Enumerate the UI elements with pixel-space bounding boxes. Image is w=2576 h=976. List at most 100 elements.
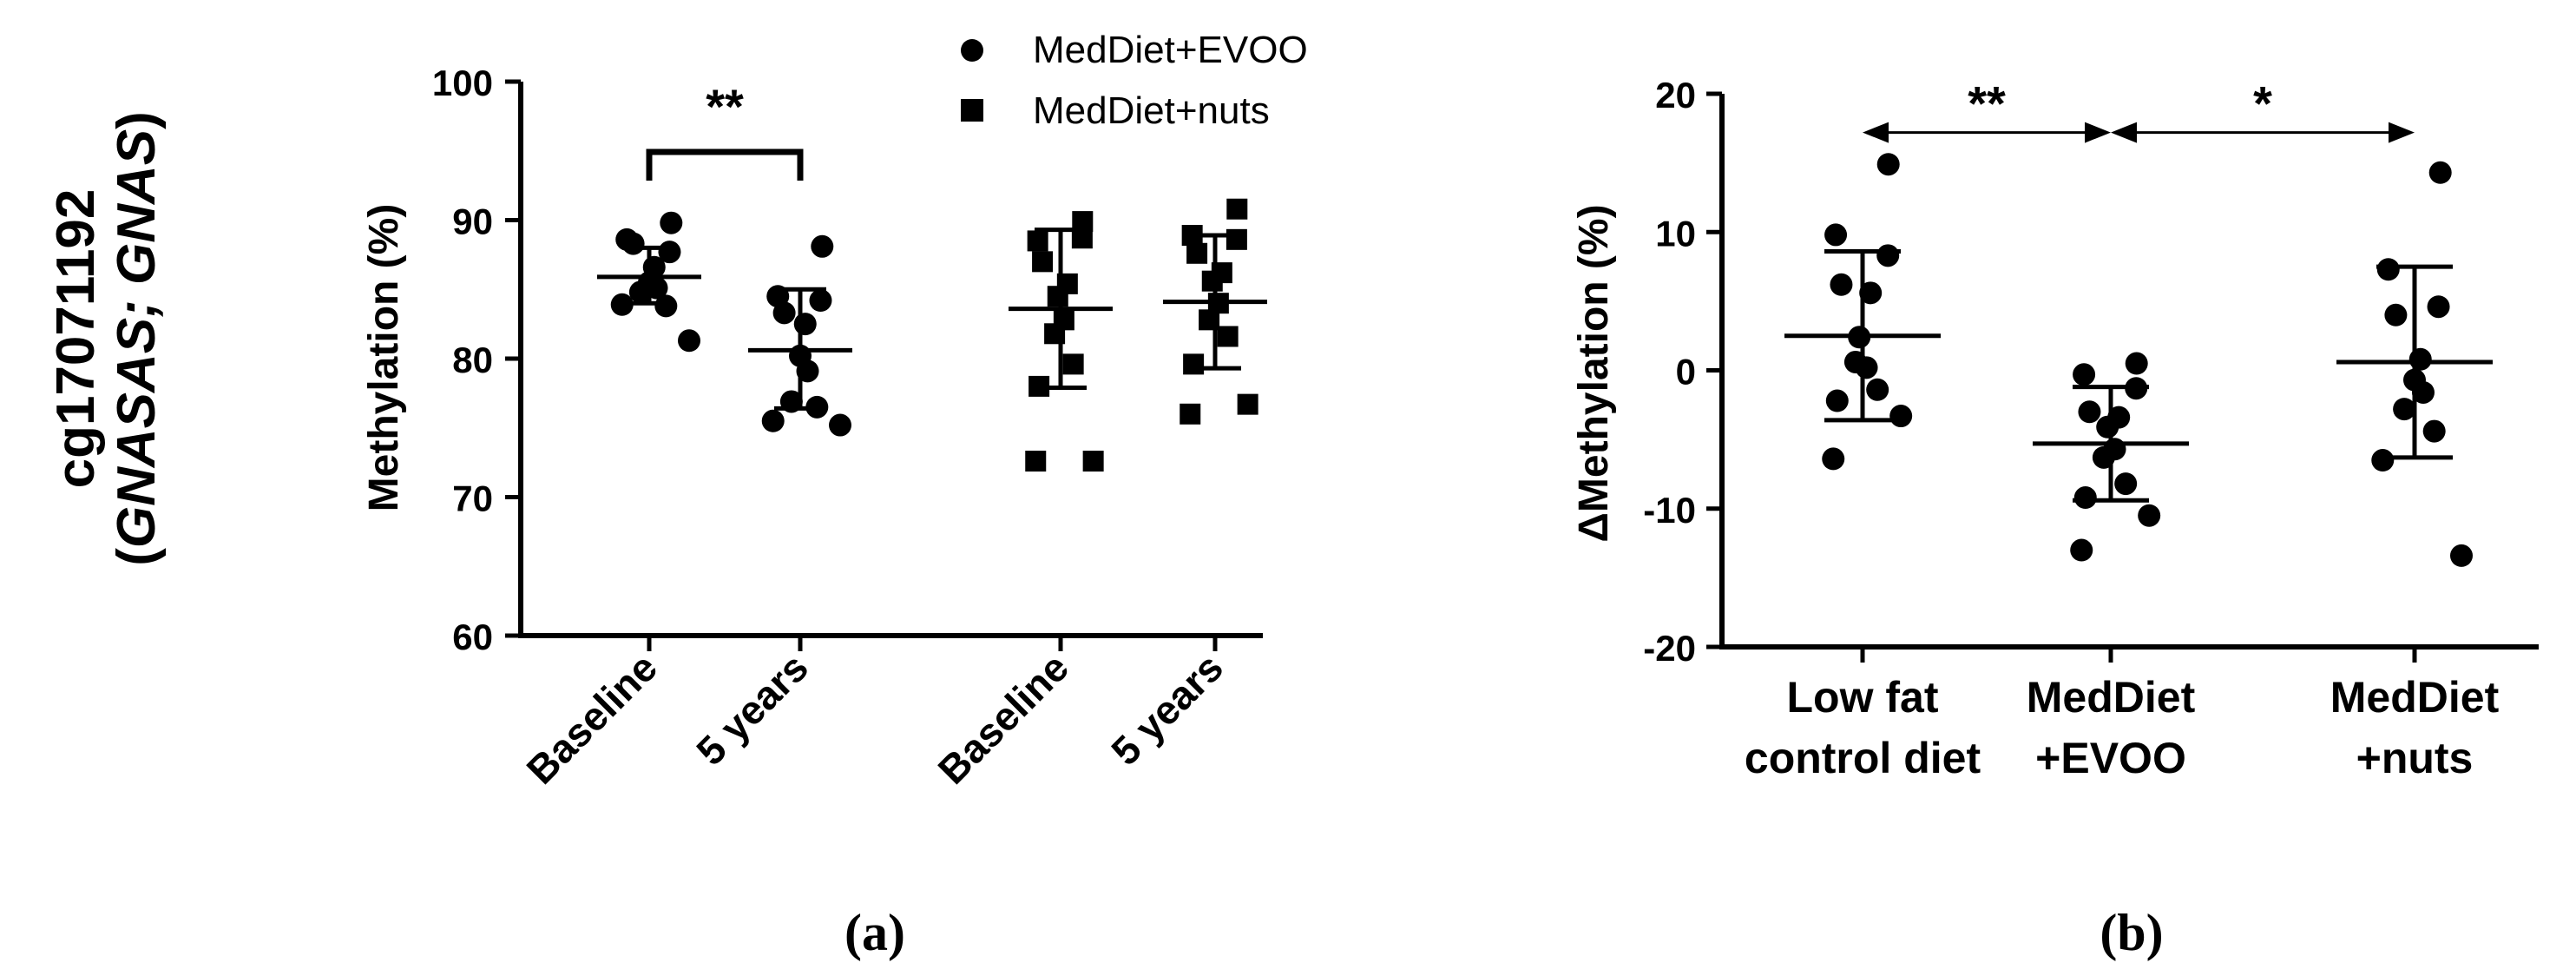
panel-b-point [2422,419,2446,443]
panel-a-point [1032,251,1054,273]
panel-b-significance-arrow [2111,122,2415,143]
panel-b-point [2427,295,2450,319]
panel-a-legend: MedDiet+EVOO MedDiet+nuts [961,29,1308,132]
panel-b-point [2078,400,2101,424]
panel-a-y-tick-label: 80 [452,340,493,380]
panel-b-significance-label: * [2253,76,2272,131]
panel-b-point [2125,352,2148,375]
panel-b-y-tick-label: 0 [1676,352,1696,392]
panel-b-significance-label: ** [1968,76,2006,131]
panel-a-point [1180,403,1201,425]
panel-b-chart: ΔMethylation (%) -20 -10 0 10 20 Low fat cont… [1571,75,2539,782]
panel-a-point [1217,326,1239,347]
panel-a-y-tick-label: 70 [452,478,493,519]
panel-a-x-tick-label: Baseline [930,644,1078,793]
panel-b-point [2073,363,2096,386]
panel-a-point [610,293,634,316]
panel-b-arrow-head [2389,122,2415,143]
panel-b-point [2138,504,2161,527]
panel-b-point [2073,486,2097,510]
panel-b-x-tick-label-line2: control diet [1745,734,1981,782]
panel-b-point [1889,405,1913,428]
panel-a-point [1183,353,1205,375]
panel-b-caption: (b) [2100,904,2163,961]
panel-a-point [628,280,652,304]
legend-marker-evoo [961,39,983,62]
panel-b-point [2070,538,2093,562]
panel-b-group [2336,161,2493,567]
legend-label-evoo: MedDiet+EVOO [1033,29,1308,71]
panel-b-arrow-head [1863,122,1889,143]
panel-b-point [1866,378,1889,401]
panel-b-point [2371,449,2395,472]
panel-b-arrow-head [2111,122,2137,143]
panel-b-point [2393,398,2416,421]
legend-marker-nuts [961,99,983,122]
panel-a-point [829,413,851,437]
row-label-gene-italic: GNASAS; GNAS [107,129,167,548]
panel-b-x-tick-label-line1: Low fat [1787,673,1939,722]
panel-a-x-tick-label: Baseline [518,644,667,793]
panel-a-point [678,329,700,353]
panel-a-y-tick-label: 90 [452,201,493,242]
panel-a-point [1201,270,1223,292]
panel-b-point [1859,281,1883,305]
panel-a-x-tick-label: 5 years [687,644,817,774]
panel-a-point [1226,198,1248,220]
panel-b-group [1784,153,1941,471]
panel-a-point [1062,353,1084,375]
panel-a-point [1237,393,1258,415]
panel-a-group [597,211,701,353]
panel-b-point [1825,389,1849,412]
panel-b-significance-arrow [1863,122,2111,143]
row-label-gene-open: ( [107,548,167,566]
panel-a-caption: (a) [844,904,905,961]
panel-b-point [2428,161,2452,184]
row-label: cg17071192 (GNASAS; GNAS) [46,111,167,566]
panel-b-y-tick-label: 20 [1655,75,1696,115]
panel-b-y-label: ΔMethylation (%) [1571,204,1617,542]
row-label-gene: (GNASAS; GNAS) [107,111,167,566]
panel-b-point [1876,153,1900,176]
panel-a-group [748,234,852,437]
panel-a-point [811,234,834,258]
panel-b-point [2411,380,2435,404]
panel-a-point [654,294,678,318]
panel-b-point [1830,273,1853,296]
legend-label-nuts: MedDiet+nuts [1033,89,1270,132]
panel-a-point [761,409,785,432]
panel-a-point [793,313,817,336]
panel-b-y-tick-label: 10 [1655,213,1696,254]
panel-a-point [772,301,796,325]
panel-a-y-label: Methylation (%) [361,204,407,512]
panel-a-y-tick-label: 100 [432,63,493,103]
panel-b-x-tick-label-line2: +nuts [2356,734,2474,782]
panel-a-group [1163,198,1267,425]
panel-b-arrow-head [2085,122,2111,143]
panel-a-point [1186,242,1208,264]
panel-a-point [1047,286,1068,307]
panel-b-y-tick-label: -20 [1643,628,1696,669]
panel-b-point [2384,303,2408,326]
panel-b-point [2096,415,2119,439]
panel-a-y-tick-label: 60 [452,617,493,657]
panel-a-significance-bracket [646,148,804,181]
panel-a-point [809,289,832,313]
row-label-probe: cg17071192 [46,189,106,489]
panel-b-point [1824,223,1848,247]
panel-a-point [660,211,683,234]
panel-b-group [2033,352,2189,562]
panel-a-point [1226,228,1247,250]
panel-b-x-tick-label-line2: +EVOO [2035,734,2186,782]
panel-b-point [2450,544,2473,567]
panel-b-point [1876,244,1900,267]
panel-a-point [1082,451,1104,472]
panel-b-x-tick-label-line1: MedDiet [2027,673,2196,722]
panel-b-point [2114,472,2138,496]
panel-a-point [1025,451,1047,472]
panel-a-group [1009,211,1113,472]
panel-b-x-tick-label-line1: MedDiet [2330,673,2500,722]
panel-b-point [1822,447,1845,471]
